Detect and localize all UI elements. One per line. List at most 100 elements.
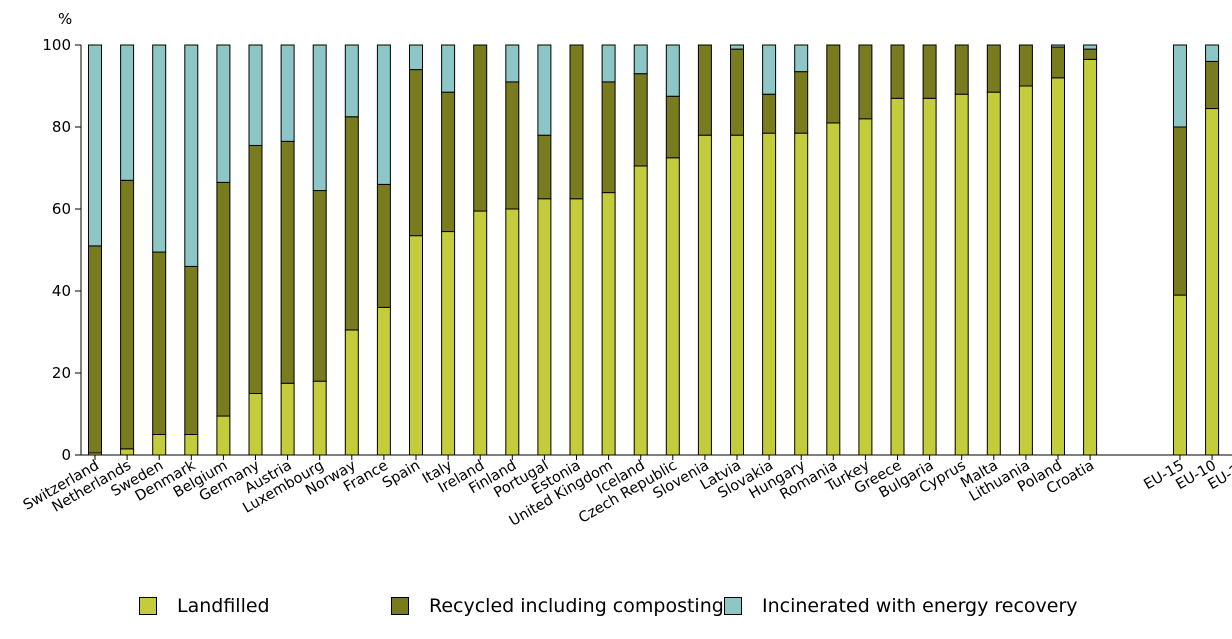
bar-segment-landfilled xyxy=(120,448,135,456)
bar-segment-recycled xyxy=(441,91,456,233)
bar-segment-incinerated xyxy=(344,44,359,118)
bar-segment-landfilled xyxy=(376,306,391,456)
bar-segment-incinerated xyxy=(1051,44,1065,48)
y-tick-label: 20 xyxy=(52,364,71,382)
bar-segment-recycled xyxy=(505,81,520,210)
bar-segment-recycled xyxy=(473,44,488,212)
bar-segment-recycled xyxy=(858,44,873,120)
bar-segment-landfilled xyxy=(762,132,777,456)
bar-segment-recycled xyxy=(697,44,712,136)
x-tick-label: Spain xyxy=(380,458,423,492)
bar-segment-landfilled xyxy=(473,210,488,456)
bar-segment-landfilled xyxy=(441,231,456,456)
bar-estonia xyxy=(569,44,584,456)
bar-segment-incinerated xyxy=(730,44,744,50)
bar-segment-landfilled xyxy=(184,434,199,456)
bar-segment-recycled xyxy=(633,73,648,167)
bar-turkey xyxy=(858,44,873,456)
bar-czech-republic xyxy=(665,44,680,456)
bar-segment-incinerated xyxy=(505,44,520,83)
bar-segment-recycled xyxy=(120,179,135,450)
bar-segment-landfilled xyxy=(312,380,327,456)
stacked-bar-chart: % 0 20 40 60 80 100 SwitzerlandNetherlandsSwe… xyxy=(21,10,1232,530)
bar-segment-landfilled xyxy=(152,434,167,456)
bar-segment-recycled xyxy=(665,95,680,159)
bar-segment-landfilled xyxy=(858,118,873,456)
bar-portugal xyxy=(537,44,552,456)
bar-slovenia xyxy=(697,44,712,456)
bar-segment-incinerated xyxy=(1172,44,1187,128)
bar-segment-recycled xyxy=(216,181,231,417)
bar-segment-landfilled xyxy=(1172,294,1187,456)
bar-segment-recycled xyxy=(569,44,584,200)
bar-austria xyxy=(280,44,295,456)
bar-segment-recycled xyxy=(1172,126,1187,296)
bar-segment-recycled xyxy=(1051,46,1065,79)
bar-belgium xyxy=(216,44,231,456)
bar-sweden xyxy=(152,44,167,456)
bar-italy xyxy=(441,44,456,456)
bar-bulgaria xyxy=(922,44,937,456)
legend-label-recycled: Recycled including composting xyxy=(429,595,724,617)
bar-netherlands xyxy=(120,44,135,456)
bar-segment-recycled xyxy=(344,116,359,331)
bar-eu-15 xyxy=(1172,44,1187,456)
bar-switzerland xyxy=(88,44,102,456)
bar-finland xyxy=(505,44,520,456)
bar-segment-recycled xyxy=(826,44,841,124)
bar-segment-recycled xyxy=(986,44,1001,93)
bar-segment-landfilled xyxy=(922,97,937,456)
bar-segment-landfilled xyxy=(569,198,584,456)
x-axis xyxy=(81,454,1232,460)
legend-swatch-incinerated xyxy=(724,597,742,615)
bar-segment-landfilled xyxy=(890,97,905,456)
bar-malta xyxy=(986,44,1001,456)
bar-romania xyxy=(826,44,841,456)
bars xyxy=(88,44,1220,456)
bar-segment-recycled xyxy=(537,134,552,200)
bar-segment-landfilled xyxy=(954,93,969,456)
bar-segment-incinerated xyxy=(601,44,616,83)
bar-segment-incinerated xyxy=(633,44,648,75)
y-tick-label: 0 xyxy=(61,446,71,464)
bar-segment-recycled xyxy=(280,140,295,384)
bar-segment-recycled xyxy=(1083,48,1098,60)
x-axis-labels: SwitzerlandNetherlandsSwedenDenmarkBelgi… xyxy=(21,457,1232,529)
bar-denmark xyxy=(184,44,199,456)
bar-segment-incinerated xyxy=(1083,44,1098,50)
bar-slovakia xyxy=(762,44,777,456)
bar-luxembourg xyxy=(312,44,327,456)
bar-segment-recycled xyxy=(601,81,616,194)
bar-segment-recycled xyxy=(409,69,423,237)
bar-segment-incinerated xyxy=(1205,44,1220,62)
bar-segment-landfilled xyxy=(601,192,616,456)
bar-spain xyxy=(409,44,423,456)
bar-segment-recycled xyxy=(794,71,809,134)
legend-label-incinerated: Incinerated with energy recovery xyxy=(762,595,1078,617)
bar-segment-incinerated xyxy=(665,44,680,97)
legend-item-recycled: Recycled including composting xyxy=(391,590,724,622)
bar-segment-recycled xyxy=(922,44,937,99)
bar-segment-recycled xyxy=(1205,60,1220,110)
bar-segment-recycled xyxy=(88,245,102,454)
bar-segment-recycled xyxy=(184,265,199,435)
y-tick-label: 80 xyxy=(52,118,71,136)
bar-segment-incinerated xyxy=(88,44,102,247)
bar-segment-landfilled xyxy=(280,382,295,456)
bar-france xyxy=(376,44,391,456)
bar-segment-landfilled xyxy=(409,235,423,456)
bar-hungary xyxy=(794,44,809,456)
bar-segment-landfilled xyxy=(697,134,712,456)
bar-lithuania xyxy=(1018,44,1033,456)
bar-segment-landfilled xyxy=(794,132,809,456)
bar-segment-incinerated xyxy=(184,44,199,267)
bar-segment-incinerated xyxy=(216,44,231,183)
bar-croatia xyxy=(1083,44,1098,456)
bar-united-kingdom xyxy=(601,44,616,456)
legend-swatch-landfilled xyxy=(139,597,157,615)
y-axis: 0 20 40 60 80 100 xyxy=(42,36,82,464)
bar-segment-incinerated xyxy=(794,44,809,73)
bar-segment-landfilled xyxy=(505,208,520,456)
legend-item-landfilled: Landfilled xyxy=(139,590,270,622)
bar-segment-recycled xyxy=(762,93,777,134)
